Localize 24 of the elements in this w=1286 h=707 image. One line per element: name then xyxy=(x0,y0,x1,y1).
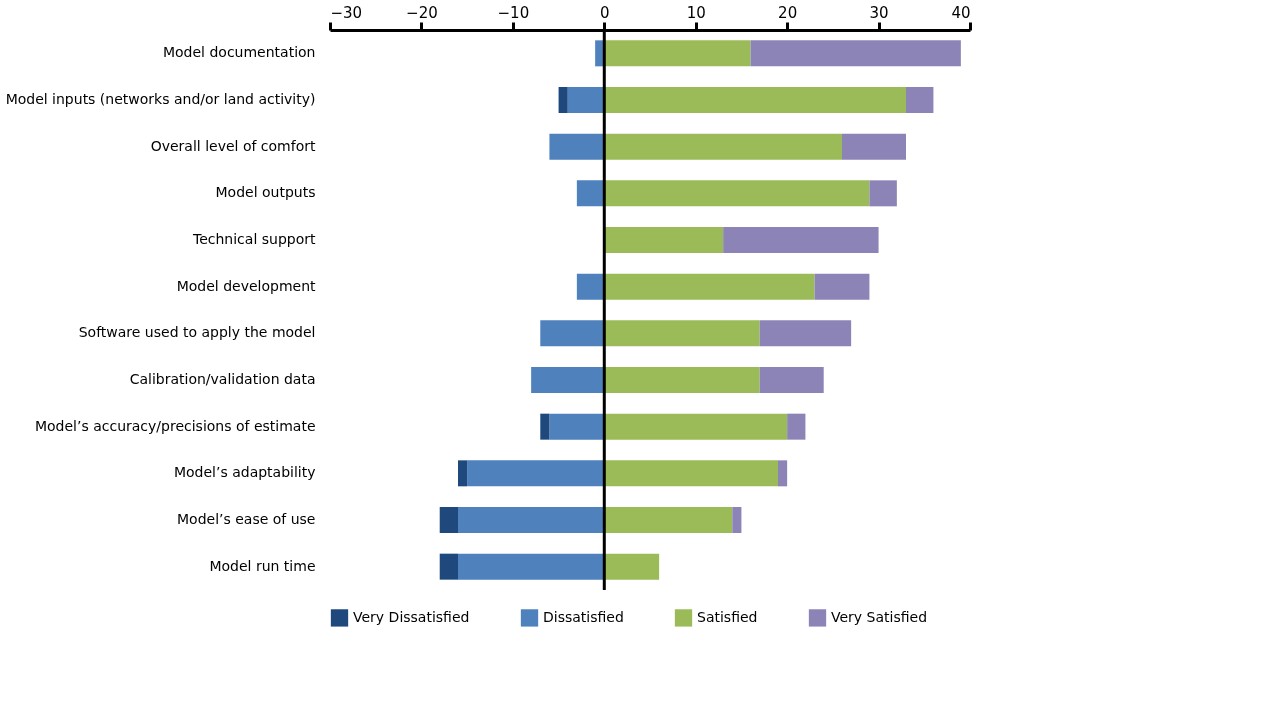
x-tick-label: 10 xyxy=(686,3,706,22)
legend-label: Very Satisfied xyxy=(831,608,928,625)
y-tick-label: Overall level of comfort xyxy=(150,137,317,154)
y-tick-label: Model run time xyxy=(209,557,316,574)
y-tick-label: Model’s ease of use xyxy=(176,511,316,527)
y-tick-label: Model documentation xyxy=(162,44,316,61)
y-tick-label: Calibration/validation data xyxy=(129,371,316,387)
y-tick-label: Software used to apply the model xyxy=(78,324,316,341)
y-tick-label: Model’s accuracy/precisions of estimate xyxy=(34,417,316,434)
legend-label: Satisfied xyxy=(697,608,758,625)
y-tick-label: Model outputs xyxy=(215,184,316,201)
legend-label: Very Dissatisfied xyxy=(353,608,470,625)
y-tick-label: Model inputs (networks and/or land activity) xyxy=(5,91,316,107)
x-tick-label: 0 xyxy=(600,3,610,22)
x-tick-label: 40 xyxy=(951,3,971,22)
x-tick-label: −10 xyxy=(497,3,530,22)
x-tick-label: −30 xyxy=(330,3,363,22)
x-tick-label: 20 xyxy=(778,3,798,22)
x-tick-label: 30 xyxy=(869,3,889,22)
y-tick-label: Model development xyxy=(176,277,316,294)
y-tick-label: Model’s adaptability xyxy=(173,464,316,481)
legend-label: Dissatisfied xyxy=(543,608,624,625)
x-tick-label: −20 xyxy=(406,3,438,22)
y-tick-label: Technical support xyxy=(192,231,316,247)
